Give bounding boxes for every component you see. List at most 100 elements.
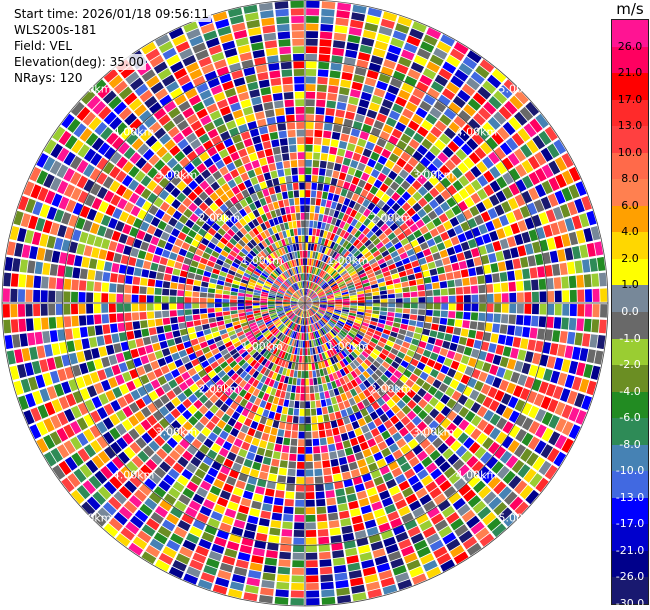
range-gate	[423, 34, 438, 46]
range-gate	[298, 303, 305, 306]
range-gate	[272, 338, 279, 346]
range-gate	[83, 413, 95, 427]
range-gate	[286, 253, 291, 261]
range-gate	[231, 69, 244, 80]
range-gate	[489, 413, 501, 426]
range-gate	[276, 310, 284, 314]
range-gate	[153, 368, 163, 378]
range-gate	[309, 347, 313, 355]
range-gate	[263, 285, 271, 290]
range-gate	[322, 214, 328, 223]
range-gate	[348, 255, 355, 263]
range-gate	[384, 275, 392, 282]
range-gate	[486, 293, 494, 303]
range-gate	[200, 237, 210, 246]
range-gate	[321, 8, 335, 17]
range-gate	[503, 369, 513, 381]
range-gate	[353, 278, 361, 284]
range-gate	[306, 560, 318, 568]
range-gate	[199, 292, 208, 298]
range-gate	[174, 375, 184, 385]
range-gate	[451, 205, 462, 216]
range-gate	[245, 522, 257, 532]
range-gate	[374, 269, 382, 276]
range-gate	[442, 340, 451, 349]
range-gate	[315, 114, 324, 123]
range-gate	[313, 220, 318, 229]
range-gate	[25, 318, 34, 332]
range-gate	[436, 242, 446, 251]
radar-ray	[305, 288, 608, 303]
range-gate	[230, 306, 238, 311]
range-gate	[190, 120, 203, 132]
range-gate	[97, 450, 111, 464]
range-gate	[293, 339, 297, 347]
range-gate	[249, 348, 257, 356]
range-gate	[583, 274, 592, 288]
range-gate	[478, 485, 492, 499]
range-gate	[426, 358, 436, 368]
range-gate	[322, 383, 328, 392]
range-gate	[265, 320, 273, 326]
range-gate	[429, 245, 439, 254]
range-gate	[335, 264, 342, 271]
range-gate	[76, 417, 89, 431]
range-gate	[260, 309, 268, 313]
range-gate	[326, 436, 335, 445]
range-gate	[323, 255, 329, 263]
radar-ray	[183, 21, 305, 303]
range-gate	[153, 197, 164, 208]
range-gate	[305, 303, 311, 307]
range-gate	[333, 434, 342, 443]
range-gate	[298, 303, 305, 305]
range-gate	[225, 277, 233, 284]
range-gate	[200, 360, 210, 369]
range-gate	[69, 420, 82, 435]
range-gate	[550, 370, 561, 384]
range-gate	[153, 398, 164, 409]
range-gate	[381, 430, 391, 440]
range-gate	[286, 279, 292, 286]
range-gate	[210, 361, 219, 369]
range-gate	[338, 195, 346, 204]
range-gate	[499, 238, 509, 250]
range-gate	[485, 352, 495, 363]
range-gate	[288, 137, 297, 145]
range-gate	[357, 233, 366, 241]
range-gate	[75, 217, 86, 230]
range-gate	[105, 390, 116, 402]
range-gate	[174, 261, 183, 270]
range-gate	[133, 267, 142, 277]
range-gate	[58, 460, 72, 476]
range-gate	[285, 229, 291, 238]
range-gate	[284, 360, 290, 369]
range-gate	[278, 559, 291, 567]
range-gate	[270, 210, 277, 219]
range-gate	[432, 282, 440, 290]
range-gate	[222, 337, 231, 344]
range-gate	[305, 416, 311, 424]
range-gate	[301, 378, 305, 386]
range-gate	[364, 116, 375, 126]
range-gate	[483, 423, 495, 436]
range-gate	[376, 80, 388, 91]
range-gate	[340, 204, 348, 213]
range-gate	[275, 301, 283, 303]
range-gate	[327, 405, 334, 414]
range-gate	[525, 101, 540, 117]
range-gate	[140, 188, 152, 200]
range-gate	[332, 288, 340, 293]
colorbar-tick-label: 8.0	[621, 172, 639, 186]
range-gate	[148, 440, 160, 452]
range-gate	[104, 366, 114, 378]
range-gate	[345, 547, 358, 557]
range-gate	[489, 166, 501, 179]
range-gate	[79, 268, 88, 280]
range-gate	[29, 346, 39, 361]
range-gate	[268, 306, 276, 309]
range-gate	[334, 25, 348, 34]
range-gate	[202, 455, 214, 466]
range-gate	[493, 283, 501, 293]
range-gate	[434, 139, 446, 151]
range-gate	[509, 303, 517, 314]
